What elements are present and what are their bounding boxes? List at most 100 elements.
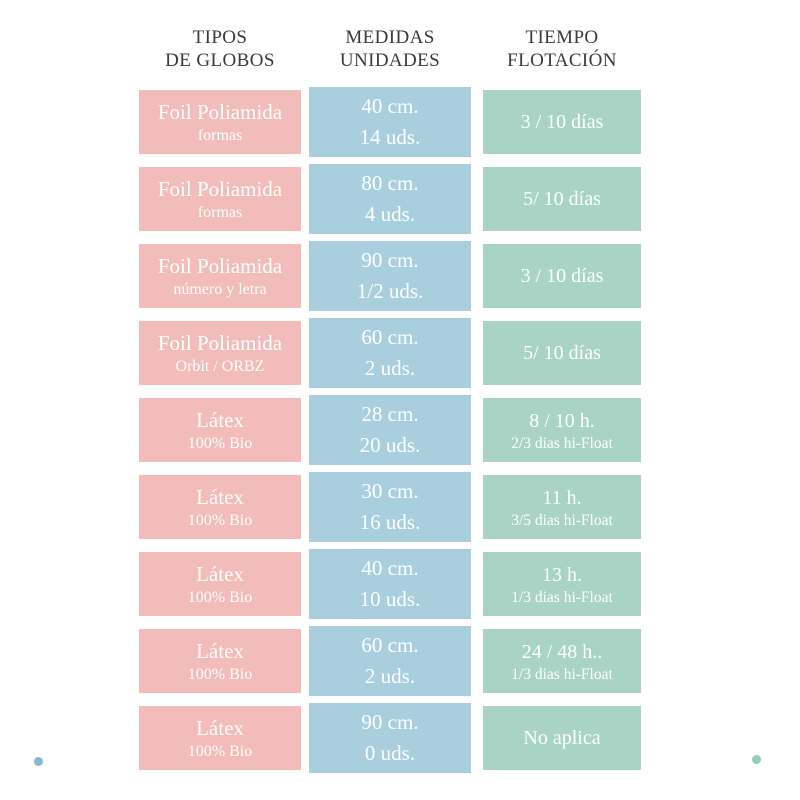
balloon-type-subtype: 100% Bio bbox=[187, 434, 253, 452]
float-time-value: 5/ 10 días bbox=[523, 188, 601, 211]
balloon-type-name: Foil Poliamida bbox=[157, 330, 283, 355]
units-value: 0 uds. bbox=[364, 741, 416, 766]
table-row: Foil Poliamida Orbit / ORBZ 60 cm. 2 uds… bbox=[139, 318, 641, 389]
header-line: MEDIDAS bbox=[345, 27, 435, 48]
balloon-type-name: Látex bbox=[196, 484, 244, 509]
balloon-type-subtype: 100% Bio bbox=[187, 511, 253, 529]
balloon-type-name: Látex bbox=[196, 407, 244, 432]
balloon-type-cell: Látex 100% Bio bbox=[139, 552, 301, 617]
float-time-value: 24 / 48 h.. bbox=[521, 640, 603, 663]
size-units-cell: 30 cm. 16 uds. bbox=[309, 472, 471, 543]
size-value: 90 cm. bbox=[361, 247, 419, 272]
size-units-cell: 80 cm. 4 uds. bbox=[309, 164, 471, 235]
balloon-type-cell: Foil Poliamida formas bbox=[139, 90, 301, 155]
float-time-value: 11 h. bbox=[542, 486, 582, 509]
float-time-cell: 8 / 10 h. 2/3 dias hi-Float bbox=[483, 398, 641, 463]
size-units-cell: 90 cm. 1/2 uds. bbox=[309, 241, 471, 312]
balloon-type-cell: Látex 100% Bio bbox=[139, 398, 301, 463]
blue-dot bbox=[34, 757, 43, 766]
table-row: Foil Poliamida número y letra 90 cm. 1/2… bbox=[139, 241, 641, 312]
size-units-cell: 60 cm. 2 uds. bbox=[309, 626, 471, 697]
float-time-value: 3 / 10 días bbox=[520, 111, 604, 134]
table-row: Látex 100% Bio 60 cm. 2 uds. 24 / 48 h..… bbox=[139, 626, 641, 697]
balloon-type-name: Látex bbox=[196, 638, 244, 663]
float-time-cell: 3 / 10 días bbox=[483, 90, 641, 155]
size-units-cell: 28 cm. 20 uds. bbox=[309, 395, 471, 466]
size-units-cell: 40 cm. 14 uds. bbox=[309, 87, 471, 158]
table: TIPOS DE GLOBOS MEDIDAS UNIDADES TIEMPO … bbox=[139, 26, 641, 774]
size-value: 40 cm. bbox=[361, 555, 419, 580]
table-header-row: TIPOS DE GLOBOS MEDIDAS UNIDADES TIEMPO … bbox=[139, 26, 641, 72]
header-line: DE GLOBOS bbox=[165, 50, 275, 72]
balloon-type-name: Foil Poliamida bbox=[157, 176, 283, 201]
size-value: 80 cm. bbox=[361, 170, 419, 195]
balloon-type-name: Látex bbox=[196, 715, 244, 740]
table-body: Foil Poliamida formas 40 cm. 14 uds. 3 /… bbox=[139, 87, 641, 774]
units-value: 16 uds. bbox=[359, 510, 421, 535]
balloon-type-subtype: formas bbox=[197, 203, 243, 221]
balloon-type-subtype: Orbit / ORBZ bbox=[175, 357, 265, 375]
size-value: 28 cm. bbox=[361, 401, 419, 426]
balloon-type-cell: Foil Poliamida número y letra bbox=[139, 244, 301, 309]
table-row: Foil Poliamida formas 40 cm. 14 uds. 3 /… bbox=[139, 87, 641, 158]
units-value: 1/2 uds. bbox=[356, 279, 424, 304]
balloon-type-cell: Foil Poliamida formas bbox=[139, 167, 301, 232]
float-time-value: No aplica bbox=[523, 727, 601, 750]
float-time-cell: 11 h. 3/5 dias hi-Float bbox=[483, 475, 641, 540]
units-value: 2 uds. bbox=[364, 356, 416, 381]
balloon-type-subtype: número y letra bbox=[173, 280, 267, 298]
float-time-value: 3 / 10 días bbox=[520, 265, 604, 288]
header-line: TIPOS bbox=[192, 27, 248, 48]
units-value: 2 uds. bbox=[364, 664, 416, 689]
size-units-cell: 40 cm. 10 uds. bbox=[309, 549, 471, 620]
size-units-cell: 90 cm. 0 uds. bbox=[309, 703, 471, 774]
float-time-value: 8 / 10 h. bbox=[529, 409, 595, 432]
float-time-cell: 5/ 10 días bbox=[483, 321, 641, 386]
units-value: 10 uds. bbox=[359, 587, 421, 612]
units-value: 20 uds. bbox=[359, 433, 421, 458]
units-value: 4 uds. bbox=[364, 202, 416, 227]
header-line: UNIDADES bbox=[339, 50, 441, 72]
balloon-type-name: Foil Poliamida bbox=[157, 253, 283, 278]
float-time-cell: 24 / 48 h.. 1/3 dias hi-Float bbox=[483, 629, 641, 694]
balloon-type-cell: Látex 100% Bio bbox=[139, 629, 301, 694]
float-time-cell: 13 h. 1/3 dias hi-Float bbox=[483, 552, 641, 617]
balloon-type-subtype: 100% Bio bbox=[187, 742, 253, 760]
balloon-type-cell: Látex 100% Bio bbox=[139, 475, 301, 540]
header-medidas-unidades: MEDIDAS UNIDADES bbox=[309, 26, 471, 72]
table-row: Foil Poliamida formas 80 cm. 4 uds. 5/ 1… bbox=[139, 164, 641, 235]
size-value: 60 cm. bbox=[361, 632, 419, 657]
header-line: TIEMPO bbox=[525, 27, 599, 48]
float-time-note: 1/3 dias hi-Float bbox=[511, 588, 613, 606]
size-value: 60 cm. bbox=[361, 324, 419, 349]
header-tiempo-flotacion: TIEMPO FLOTACIÓN bbox=[483, 26, 641, 72]
balloon-type-subtype: formas bbox=[197, 126, 243, 144]
float-time-cell: No aplica bbox=[483, 706, 641, 771]
balloon-type-subtype: 100% Bio bbox=[187, 665, 253, 683]
size-value: 30 cm. bbox=[361, 478, 419, 503]
units-value: 14 uds. bbox=[359, 125, 421, 150]
float-time-cell: 3 / 10 días bbox=[483, 244, 641, 309]
header-tipos-de-globos: TIPOS DE GLOBOS bbox=[139, 26, 301, 72]
float-time-value: 5/ 10 días bbox=[523, 342, 601, 365]
table-row: Látex 100% Bio 90 cm. 0 uds. No aplica bbox=[139, 703, 641, 774]
balloon-type-cell: Foil Poliamida Orbit / ORBZ bbox=[139, 321, 301, 386]
balloon-type-cell: Látex 100% Bio bbox=[139, 706, 301, 771]
teal-dot bbox=[752, 755, 761, 764]
size-value: 90 cm. bbox=[361, 709, 419, 734]
float-time-note: 3/5 dias hi-Float bbox=[511, 511, 613, 529]
header-line: FLOTACIÓN bbox=[507, 50, 617, 72]
balloon-type-subtype: 100% Bio bbox=[187, 588, 253, 606]
table-row: Látex 100% Bio 40 cm. 10 uds. 13 h. 1/3 … bbox=[139, 549, 641, 620]
float-time-cell: 5/ 10 días bbox=[483, 167, 641, 232]
float-time-note: 1/3 dias hi-Float bbox=[511, 665, 613, 683]
balloon-type-name: Foil Poliamida bbox=[157, 99, 283, 124]
size-units-cell: 60 cm. 2 uds. bbox=[309, 318, 471, 389]
float-time-value: 13 h. bbox=[542, 563, 582, 586]
table-row: Látex 100% Bio 30 cm. 16 uds. 11 h. 3/5 … bbox=[139, 472, 641, 543]
balloon-type-name: Látex bbox=[196, 561, 244, 586]
size-value: 40 cm. bbox=[361, 93, 419, 118]
float-time-note: 2/3 dias hi-Float bbox=[511, 434, 613, 452]
table-row: Látex 100% Bio 28 cm. 20 uds. 8 / 10 h. … bbox=[139, 395, 641, 466]
